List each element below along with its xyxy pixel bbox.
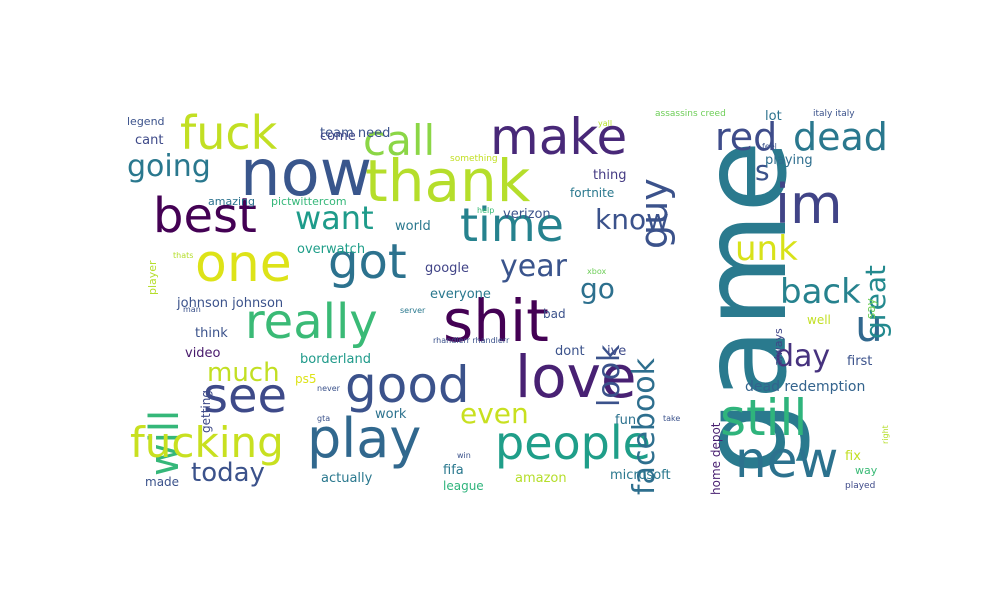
cloud-word: red bbox=[715, 115, 778, 159]
cloud-word: make bbox=[490, 108, 628, 166]
cloud-word: rhandlerr rhandlerr bbox=[433, 336, 510, 345]
cloud-word: lot bbox=[765, 109, 782, 124]
cloud-word: going bbox=[127, 149, 211, 184]
cloud-word: borderland bbox=[300, 352, 371, 367]
cloud-word: unk bbox=[735, 229, 798, 269]
cloud-word: people bbox=[495, 416, 651, 470]
cloud-word: player bbox=[146, 260, 159, 295]
cloud-word: video bbox=[185, 346, 221, 361]
cloud-word: know bbox=[595, 203, 669, 236]
cloud-word: shit bbox=[443, 287, 549, 355]
cloud-word: world bbox=[395, 219, 431, 234]
cloud-word: really bbox=[245, 294, 378, 350]
cloud-word: day bbox=[775, 339, 831, 374]
cloud-word: overwatch bbox=[297, 242, 366, 257]
cloud-word: thats bbox=[173, 251, 194, 260]
cloud-word: bad bbox=[543, 307, 566, 321]
cloud-word: everyone bbox=[430, 287, 491, 302]
cloud-word: fuck bbox=[180, 106, 278, 160]
cloud-word: u bbox=[855, 301, 883, 352]
cloud-word: ive bbox=[607, 344, 627, 359]
cloud-word: right bbox=[881, 425, 890, 444]
cloud-word: thank bbox=[365, 147, 531, 215]
cloud-word: fifa bbox=[443, 463, 464, 478]
cloud-word: new bbox=[735, 431, 839, 489]
cloud-word: man bbox=[183, 305, 201, 314]
cloud-word: actually bbox=[321, 471, 373, 486]
cloud-word: played bbox=[845, 481, 876, 491]
cloud-word: well bbox=[807, 313, 831, 327]
cloud-word: johnson johnson bbox=[177, 296, 284, 311]
word-cloud: game now thank love good shit play people new sti… bbox=[125, 106, 892, 496]
cloud-word: team need bbox=[320, 126, 391, 141]
cloud-word: call bbox=[363, 116, 436, 165]
cloud-word: thing bbox=[593, 168, 627, 183]
cloud-word: verizon bbox=[503, 207, 551, 222]
cloud-word: still bbox=[720, 389, 808, 447]
cloud-word: today bbox=[191, 458, 265, 488]
cloud-word: microsoft bbox=[610, 468, 671, 483]
cloud-word: getting bbox=[199, 390, 213, 433]
cloud-word: yall bbox=[598, 119, 613, 128]
cloud-word: amazing bbox=[208, 195, 255, 208]
cloud-word: even bbox=[460, 397, 529, 430]
cloud-word: first bbox=[847, 354, 873, 369]
cloud-word: xbox bbox=[587, 267, 607, 276]
cloud-word: best bbox=[153, 188, 257, 244]
cloud-word: google bbox=[425, 261, 470, 276]
cloud-word: gta bbox=[317, 414, 331, 423]
cloud-word: one bbox=[195, 234, 292, 294]
cloud-word: help bbox=[477, 206, 495, 215]
cloud-word: time bbox=[460, 198, 564, 252]
cloud-word: want bbox=[295, 199, 374, 237]
cloud-word: see bbox=[203, 368, 288, 424]
cloud-word: home depot bbox=[709, 422, 723, 496]
cloud-word: year bbox=[500, 249, 567, 284]
cloud-word: now bbox=[240, 137, 373, 211]
cloud-word: say bbox=[864, 298, 878, 319]
cloud-word: cant bbox=[135, 133, 164, 148]
cloud-word: always bbox=[772, 328, 785, 366]
cloud-word: think bbox=[195, 326, 228, 341]
cloud-word: pictwittercom bbox=[271, 195, 347, 208]
cloud-word: come bbox=[320, 129, 356, 144]
cloud-word: s bbox=[755, 154, 770, 187]
cloud-word: good bbox=[345, 356, 470, 414]
cloud-word: italy italy bbox=[813, 109, 855, 119]
cloud-word: way bbox=[855, 464, 878, 477]
cloud-word: server bbox=[400, 306, 426, 315]
cloud-word: ps5 bbox=[295, 372, 317, 386]
cloud-word: dead bbox=[793, 115, 888, 159]
cloud-word: dont bbox=[555, 344, 585, 359]
cloud-word: play bbox=[307, 407, 422, 470]
cloud-word: playing bbox=[765, 153, 813, 168]
cloud-word: got bbox=[328, 234, 407, 290]
cloud-word: assassins creed bbox=[655, 109, 726, 119]
cloud-word: dead redemption bbox=[745, 379, 866, 395]
cloud-word: take bbox=[663, 414, 681, 423]
cloud-word: amazon bbox=[515, 471, 567, 486]
cloud-word: made bbox=[145, 475, 180, 489]
cloud-word: love bbox=[515, 343, 637, 411]
cloud-word: fun bbox=[615, 413, 637, 428]
cloud-word: work bbox=[375, 407, 407, 422]
cloud-word: never bbox=[317, 384, 340, 393]
cloud-word: fix bbox=[845, 449, 861, 464]
cloud-word: legend bbox=[127, 115, 165, 128]
cloud-word: much bbox=[207, 358, 280, 388]
cloud-word: league bbox=[443, 479, 484, 493]
cloud-word: fucking bbox=[130, 418, 284, 467]
cloud-word: go bbox=[580, 272, 615, 305]
cloud-word: fortnite bbox=[570, 186, 615, 200]
cloud-word: back bbox=[780, 272, 861, 312]
cloud-word: feel bbox=[762, 142, 777, 151]
cloud-word: im bbox=[775, 173, 843, 236]
cloud-word: win bbox=[457, 451, 471, 460]
cloud-word: something bbox=[450, 154, 498, 164]
